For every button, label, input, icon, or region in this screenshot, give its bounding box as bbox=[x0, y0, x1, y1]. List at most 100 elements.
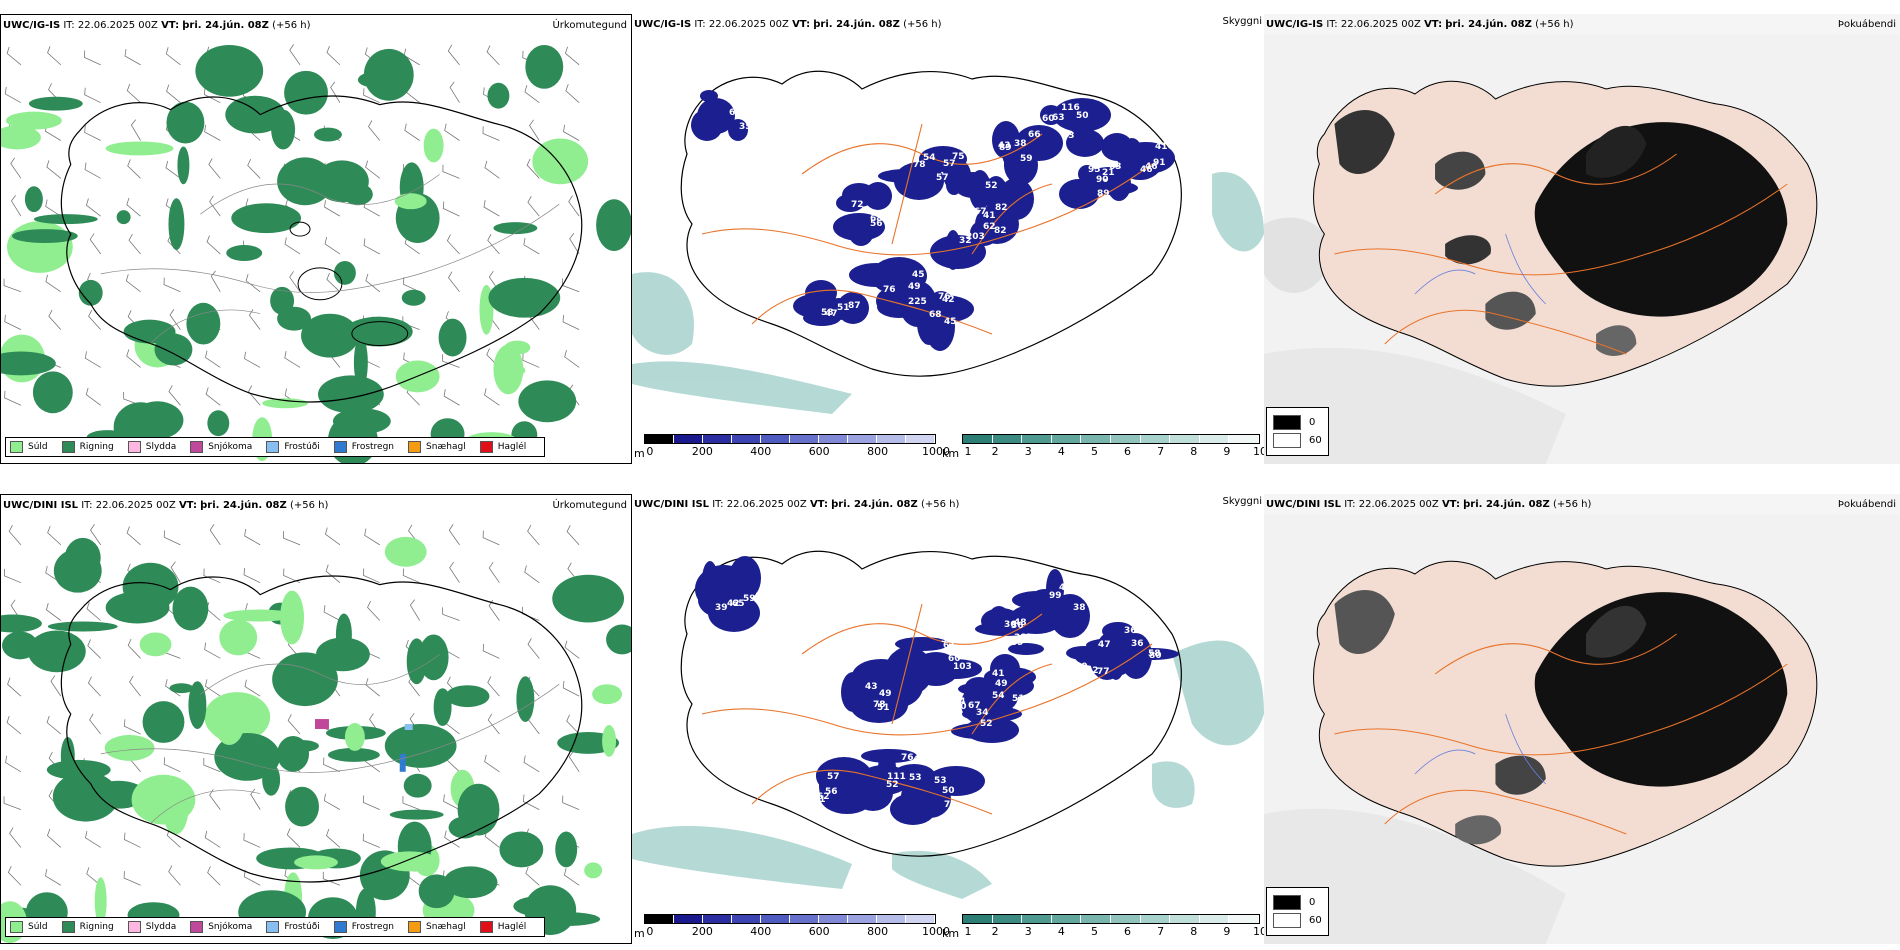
colorbar-tick: 400 bbox=[750, 445, 772, 458]
precip-blob bbox=[122, 562, 179, 611]
colorbar-segment bbox=[992, 915, 1023, 923]
wind-barb bbox=[87, 639, 101, 659]
colorbar-segment bbox=[1229, 915, 1259, 923]
precip-blob bbox=[186, 302, 221, 345]
wind-barb bbox=[124, 48, 141, 66]
precip-blob bbox=[131, 401, 184, 440]
colorbar-tick: 0 bbox=[646, 445, 654, 458]
colorbar-segment bbox=[1022, 435, 1052, 443]
wind-barb bbox=[364, 528, 381, 546]
colorbar-tick: 1000 bbox=[922, 925, 950, 938]
fog-legend-item: 60 bbox=[1273, 913, 1322, 928]
precip-blob bbox=[532, 912, 601, 927]
precip-blob bbox=[499, 831, 544, 868]
wind-barb bbox=[362, 795, 380, 810]
roads bbox=[701, 603, 1153, 815]
precip-blob bbox=[584, 862, 603, 879]
cloud-value-label: 66 bbox=[1028, 130, 1041, 140]
legend-label: Súld bbox=[28, 922, 48, 932]
wind-barb bbox=[487, 676, 500, 697]
cloud-value-label: 54 bbox=[923, 153, 936, 163]
wind-barb bbox=[46, 160, 62, 179]
wind-barb bbox=[6, 715, 22, 735]
precip-blob bbox=[27, 630, 86, 673]
precip-blob bbox=[139, 632, 172, 657]
cloud-value-label: 89 bbox=[999, 143, 1012, 153]
legend-item: Rigning bbox=[61, 441, 114, 453]
colorbar-segment bbox=[906, 915, 935, 923]
cloud-value-label: 15 bbox=[755, 592, 768, 602]
cloud-value-label: 59 bbox=[743, 594, 756, 604]
colorbar-tick: 1 bbox=[964, 925, 972, 938]
wind-barb bbox=[245, 273, 261, 293]
wind-barb bbox=[564, 640, 580, 659]
cloud-value-label: 116 bbox=[1061, 103, 1080, 113]
cloud-value-label: 225 bbox=[908, 297, 927, 307]
panel-header: UWC/IG-IS IT: 22.06.2025 00Z VT: þri. 24… bbox=[634, 19, 942, 30]
cloud-value-label: 46 bbox=[1145, 162, 1158, 172]
wind-barb bbox=[447, 44, 460, 66]
cloud-value-label: 36 bbox=[1124, 626, 1137, 636]
cloud-value-label: 77 bbox=[1097, 667, 1110, 677]
precip-blob bbox=[457, 783, 500, 836]
wind-barb bbox=[330, 81, 341, 103]
wind-barb bbox=[203, 87, 221, 104]
panel-header: UWC/IG-IS IT: 22.06.2025 00Z VT: þri. 24… bbox=[3, 20, 311, 31]
wind-barb bbox=[483, 200, 500, 217]
colorbar-segment bbox=[1140, 435, 1171, 443]
colorbar-tick: 0 bbox=[646, 925, 654, 938]
wind-barb bbox=[9, 827, 22, 848]
wind-barb bbox=[209, 195, 221, 217]
cloud-blob bbox=[1078, 165, 1096, 183]
wind-barb bbox=[123, 871, 141, 886]
wind-barb bbox=[284, 351, 301, 368]
wind-barb bbox=[6, 46, 22, 66]
wind-barb bbox=[482, 643, 500, 659]
cloud-blob bbox=[929, 291, 953, 313]
legend-swatch bbox=[479, 441, 493, 453]
precip-blob bbox=[547, 154, 574, 181]
colorbar-segment bbox=[992, 435, 1023, 443]
wind-barb bbox=[7, 865, 22, 886]
colorbar-segment bbox=[819, 435, 848, 443]
precip-blob bbox=[154, 333, 193, 366]
wind-barb bbox=[8, 524, 22, 546]
cloud-value-label: 41 bbox=[933, 631, 946, 641]
wind-barb bbox=[10, 195, 22, 217]
colorbar-tick: 200 bbox=[691, 445, 713, 458]
cloud-value-label: 32 bbox=[959, 236, 972, 246]
wind-barb bbox=[204, 350, 221, 368]
wind-barb bbox=[446, 234, 460, 255]
roads bbox=[100, 174, 560, 344]
wind-barb bbox=[484, 388, 500, 406]
legend-label: Frostúði bbox=[284, 922, 320, 932]
wind-barb bbox=[205, 387, 221, 406]
precip-blob bbox=[225, 95, 286, 134]
colorbar-segment bbox=[1022, 915, 1052, 923]
wind-barb bbox=[125, 274, 141, 293]
precip-blob bbox=[47, 621, 118, 632]
wind-barb bbox=[362, 833, 380, 848]
colorbar-segment bbox=[1199, 435, 1230, 443]
precip-blob bbox=[301, 313, 359, 358]
wind-barb bbox=[525, 866, 540, 886]
precip-blob bbox=[28, 96, 83, 111]
cloud-value-label: 42 bbox=[727, 599, 740, 609]
cloud-values: 3960343843475876745651434241523638403641… bbox=[715, 583, 1162, 810]
fog-title: Þokuábendi bbox=[1837, 19, 1896, 30]
cloud-value-label: 49 bbox=[995, 679, 1008, 689]
wind-barb bbox=[367, 600, 381, 621]
colorbar-segment bbox=[1110, 435, 1141, 443]
wind-barb bbox=[526, 158, 540, 179]
cloud-blob bbox=[698, 582, 746, 618]
legend-swatch bbox=[266, 921, 280, 933]
precip-blob bbox=[327, 747, 380, 762]
colorbar-segment bbox=[703, 435, 732, 443]
wind-barb bbox=[564, 46, 580, 66]
precip-blob bbox=[105, 141, 174, 156]
iceland-coastline bbox=[60, 575, 583, 883]
wind-barb bbox=[5, 755, 22, 773]
precip-blob bbox=[195, 44, 264, 97]
cloud-value-label: 43 bbox=[865, 682, 878, 692]
wind-barb bbox=[47, 526, 62, 546]
